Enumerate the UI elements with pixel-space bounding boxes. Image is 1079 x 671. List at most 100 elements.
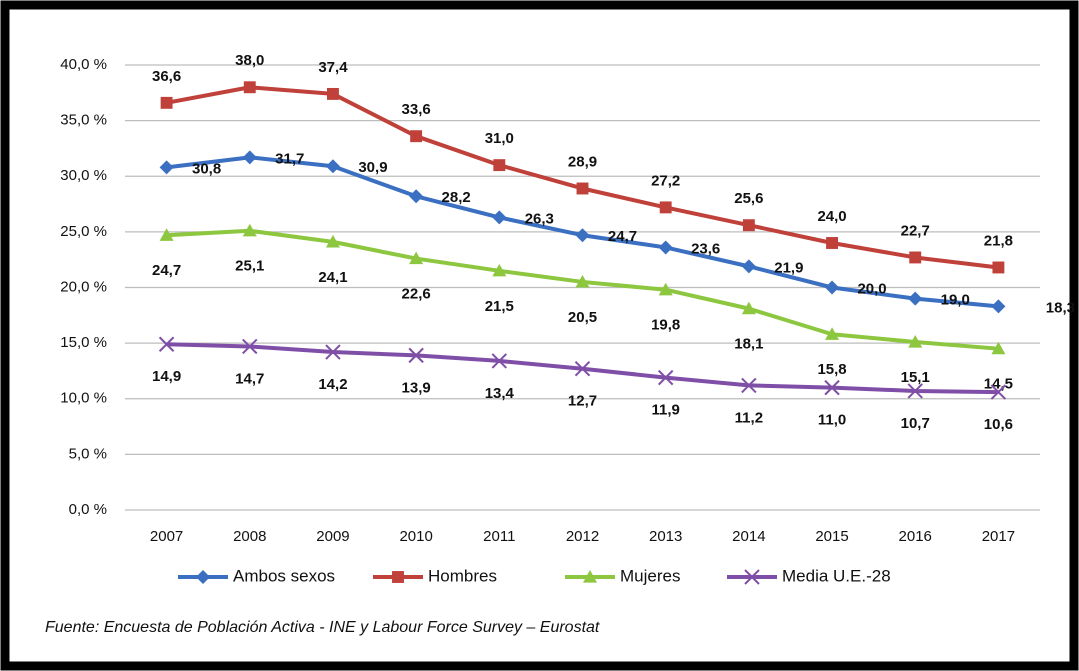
marker <box>908 291 923 306</box>
data-label: 14,9 <box>152 368 181 385</box>
data-label: 19,0 <box>941 292 970 309</box>
marker <box>825 280 840 295</box>
legend-label: Mujeres <box>620 566 680 585</box>
data-label: 11,9 <box>651 402 679 419</box>
data-label: 10,7 <box>901 415 930 432</box>
data-label: 22,7 <box>901 222 930 239</box>
marker <box>826 237 838 249</box>
data-label: 18,1 <box>734 336 763 353</box>
x-tick-label: 2015 <box>815 528 848 545</box>
data-label: 12,7 <box>568 393 597 410</box>
source: Fuente: Encuesta de Población Activa - I… <box>45 619 600 636</box>
data-label: 37,4 <box>318 59 348 76</box>
data-label: 15,8 <box>817 361 846 378</box>
data-label: 23,6 <box>691 240 720 257</box>
data-label: 14,2 <box>318 376 347 393</box>
data-label: 19,8 <box>651 317 680 334</box>
marker <box>160 96 173 109</box>
marker <box>825 327 840 340</box>
marker <box>408 347 424 364</box>
marker <box>575 228 590 243</box>
data-label: 20,5 <box>568 309 597 326</box>
marker <box>991 341 1006 355</box>
marker <box>907 383 923 399</box>
legend-label: Media U.E.-28 <box>782 566 891 585</box>
data-label: 24,7 <box>152 262 181 279</box>
marker <box>325 159 340 174</box>
marker <box>242 338 258 355</box>
data-label: 24,1 <box>318 269 347 286</box>
marker <box>409 251 424 265</box>
marker <box>744 569 760 585</box>
marker <box>576 182 589 195</box>
marker <box>742 219 755 232</box>
marker <box>392 571 404 583</box>
marker <box>583 570 597 583</box>
data-label: 33,6 <box>402 101 431 118</box>
marker <box>658 240 673 255</box>
marker <box>493 159 506 172</box>
y-tick-label: 40,0 % <box>60 56 107 73</box>
marker <box>159 160 174 175</box>
data-label: 25,6 <box>734 190 763 207</box>
x-tick-label: 2008 <box>233 528 266 545</box>
data-label: 18,3 <box>1046 299 1075 316</box>
marker <box>409 189 424 204</box>
data-label: 38,0 <box>235 52 264 69</box>
marker <box>659 201 672 214</box>
y-tick-label: 35,0 % <box>60 112 107 129</box>
marker <box>196 570 210 584</box>
data-label: 20,0 <box>857 280 886 297</box>
data-label: 13,9 <box>402 379 431 396</box>
marker <box>492 263 507 277</box>
marker <box>327 87 339 100</box>
marker <box>741 301 756 315</box>
marker <box>741 377 757 394</box>
data-label: 11,0 <box>818 412 846 429</box>
x-tick-label: 2014 <box>732 528 765 545</box>
data-label: 15,1 <box>901 369 930 386</box>
y-tick-label: 5,0 % <box>69 445 107 462</box>
data-label: 13,4 <box>485 385 515 402</box>
marker <box>909 251 922 264</box>
data-label: 21,5 <box>485 298 514 315</box>
marker <box>492 210 507 225</box>
marker <box>325 344 341 360</box>
y-tick-label: 0,0 % <box>69 501 107 518</box>
data-label: 31,7 <box>275 150 304 167</box>
x-tick-label: 2011 <box>483 528 515 545</box>
data-label: 22,6 <box>402 286 431 303</box>
x-tick-label: 2016 <box>899 528 932 545</box>
data-label: 28,2 <box>442 189 471 206</box>
x-tick-label: 2012 <box>566 528 599 545</box>
marker <box>658 282 673 296</box>
data-label: 11,2 <box>735 409 763 426</box>
x-tick-label: 2007 <box>150 528 183 545</box>
marker <box>991 299 1006 314</box>
marker <box>824 379 840 396</box>
data-label: 36,6 <box>152 68 181 85</box>
data-label: 21,9 <box>774 259 803 276</box>
data-label: 30,8 <box>192 160 221 177</box>
marker <box>159 228 174 241</box>
marker <box>992 261 1005 274</box>
marker <box>657 369 674 386</box>
y-tick-label: 20,0 % <box>60 278 107 295</box>
data-label: 14,7 <box>235 370 264 387</box>
marker <box>410 130 423 143</box>
data-label: 31,0 <box>485 130 514 147</box>
marker <box>908 335 923 348</box>
data-label: 26,3 <box>525 210 554 227</box>
y-tick-label: 30,0 % <box>60 167 107 184</box>
x-tick-label: 2010 <box>399 528 432 545</box>
y-tick-label: 25,0 % <box>60 223 107 240</box>
marker <box>158 336 175 352</box>
marker <box>243 81 256 94</box>
data-label: 27,2 <box>651 172 680 189</box>
data-label: 14,5 <box>984 376 1013 393</box>
marker <box>990 384 1007 400</box>
data-label: 24,0 <box>817 208 846 225</box>
marker <box>242 223 257 237</box>
